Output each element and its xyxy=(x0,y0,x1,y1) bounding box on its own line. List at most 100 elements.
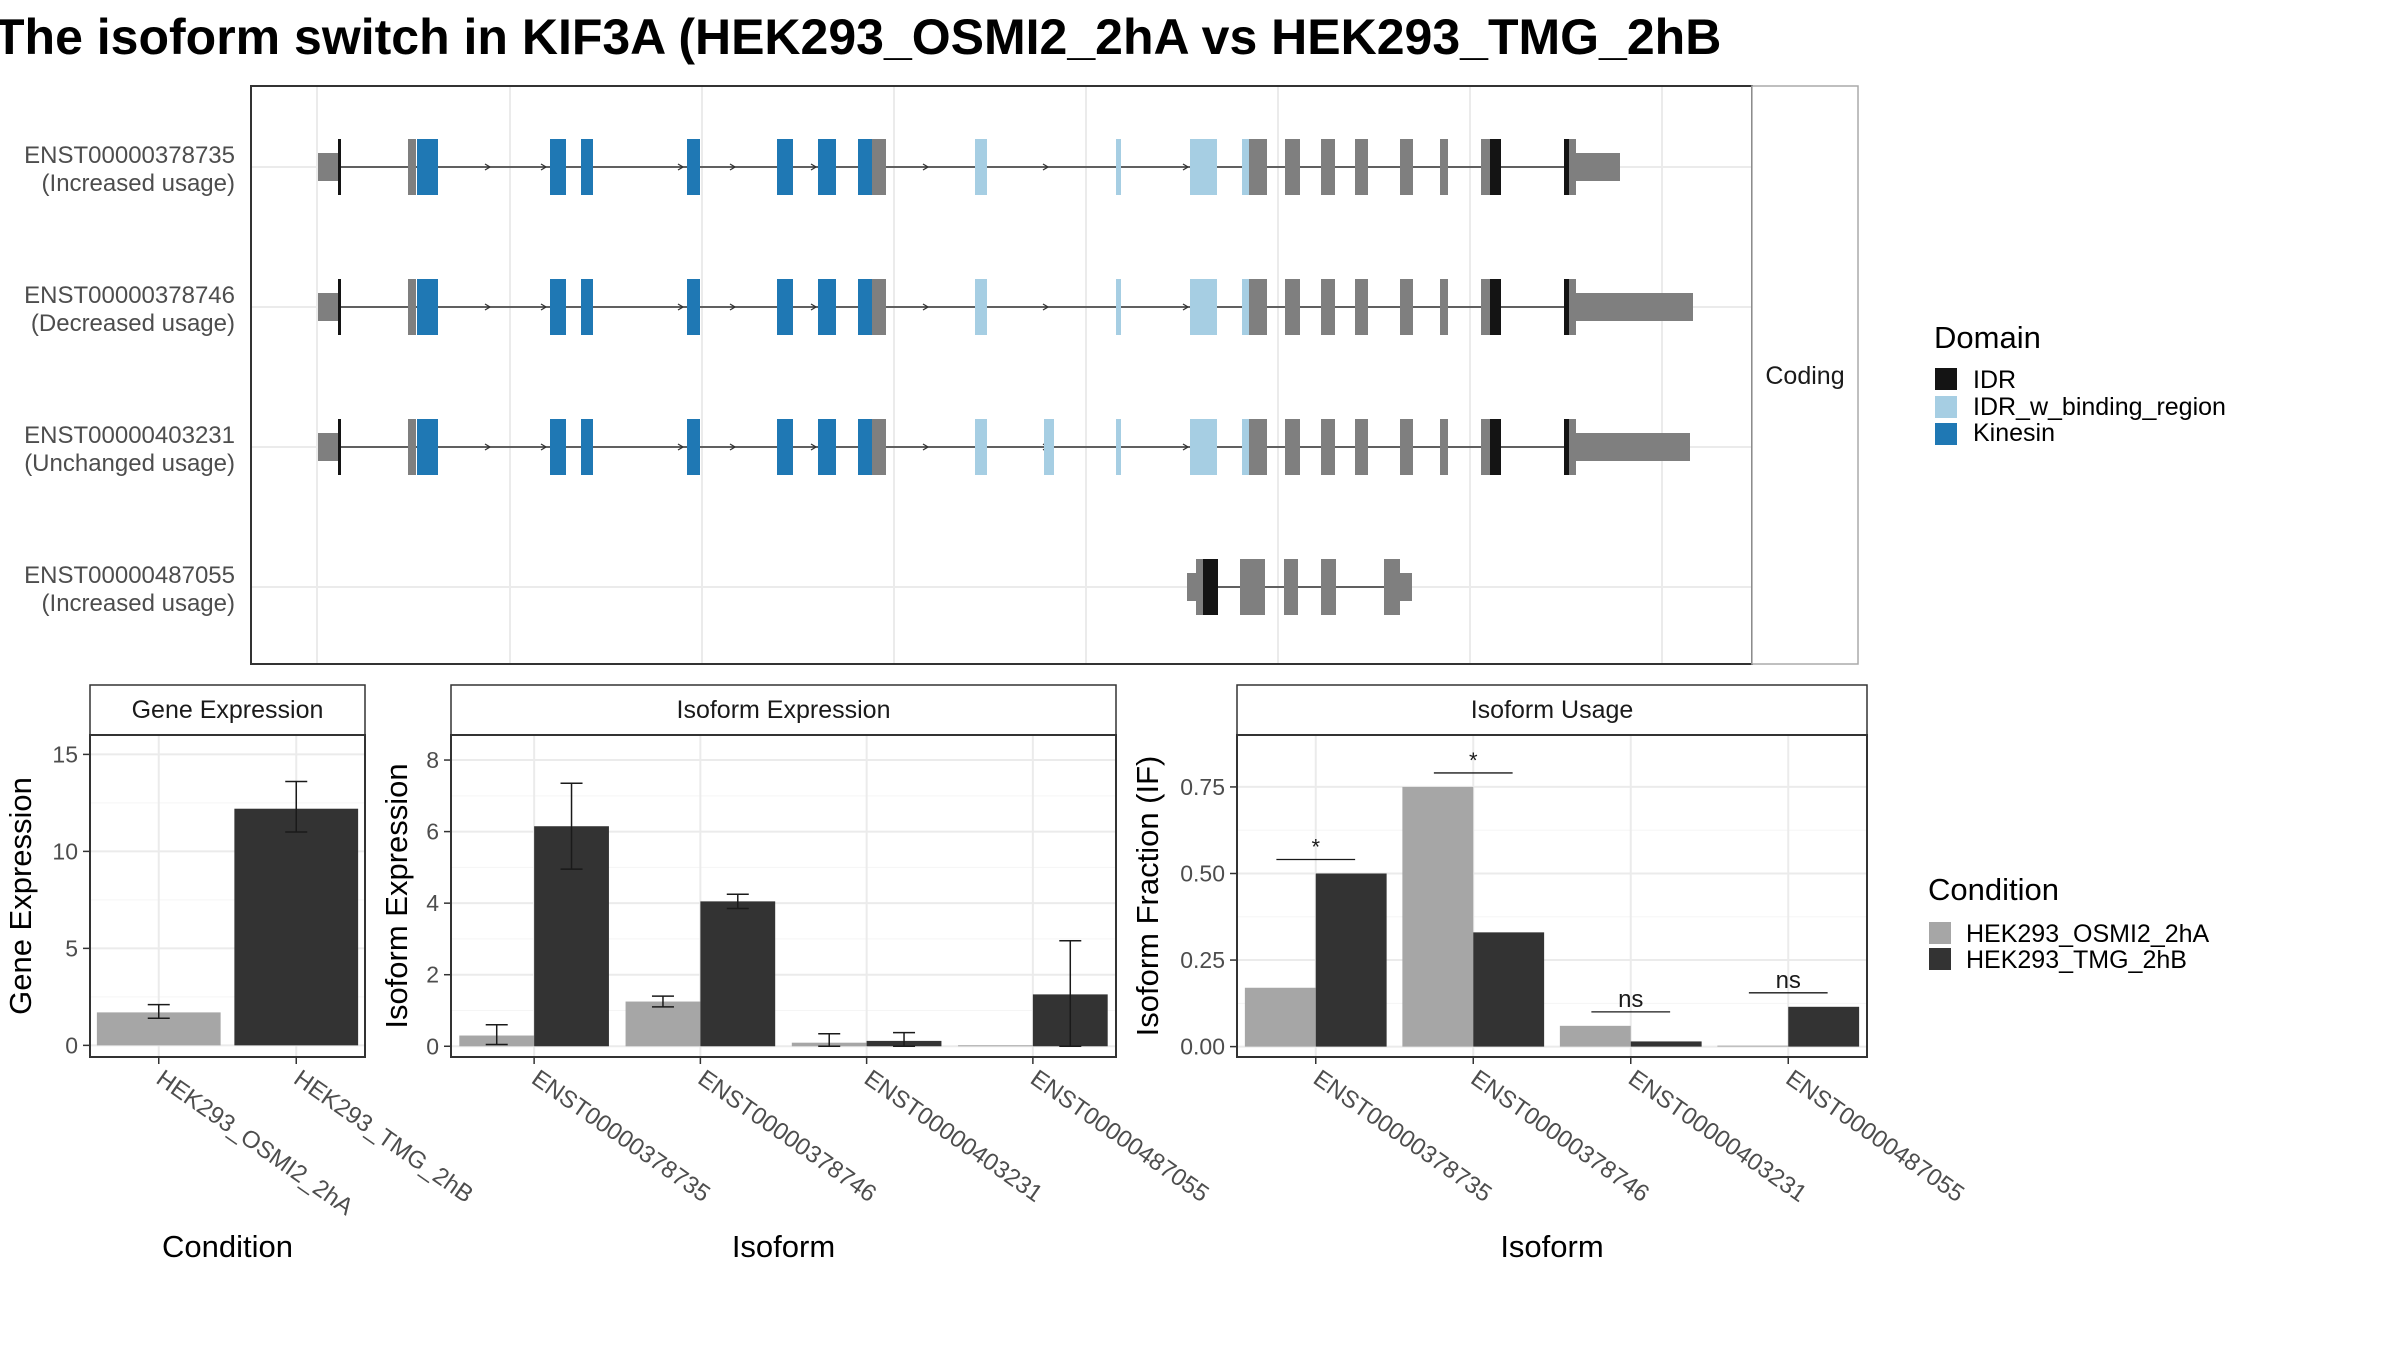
exon-block xyxy=(858,139,872,195)
significance-label: ns xyxy=(1776,967,1801,994)
exon-block xyxy=(1285,279,1300,335)
exon-block xyxy=(1569,419,1576,475)
exon-block xyxy=(1242,139,1249,195)
exon-block xyxy=(1203,559,1218,615)
x-tick-label: ENST00000378746 xyxy=(693,1065,881,1208)
exon-block xyxy=(1249,139,1267,195)
transcript-row xyxy=(318,279,1693,335)
significance-label: * xyxy=(1469,748,1478,773)
exon-block xyxy=(1398,573,1412,601)
y-tick-label: 0.25 xyxy=(1180,947,1225,973)
panel-title: Isoform Expression xyxy=(677,696,891,724)
legend-label-tmg: HEK293_TMG_2hB xyxy=(1966,946,2187,974)
strand-arrow xyxy=(1182,303,1190,311)
bar xyxy=(700,901,776,1047)
gene-expression-chart: Gene Expression051015HEK293_OSMI2_2hAHEK… xyxy=(3,684,478,1264)
y-tick-label: 15 xyxy=(52,741,78,767)
exon-block xyxy=(975,139,987,195)
exon-block xyxy=(1564,419,1569,475)
exon-block xyxy=(338,139,341,195)
condition-legend: Condition HEK293_OSMI2_2hA HEK293_TMG_2h… xyxy=(1928,872,2210,974)
exon-block xyxy=(408,419,416,475)
exon-block xyxy=(818,139,836,195)
exon-block xyxy=(338,419,341,475)
exon-block xyxy=(1116,279,1121,335)
facet-strip xyxy=(1751,85,1859,665)
x-axis-title: Isoform xyxy=(732,1229,835,1264)
exon-block xyxy=(858,419,872,475)
exon-block xyxy=(1116,419,1121,475)
structure-panel-background xyxy=(250,85,1753,665)
exon-block xyxy=(1384,559,1400,615)
transcript-id-label: ENST00000378735 xyxy=(24,142,235,169)
exon-block xyxy=(1187,573,1198,601)
exon-block xyxy=(550,419,566,475)
strand-arrow xyxy=(1182,443,1190,451)
strand-arrow xyxy=(677,443,685,451)
transcript-structure-panel: ENST00000378735(Increased usage) ENST0000… xyxy=(24,85,1859,665)
strand-arrow xyxy=(729,163,737,171)
panel-strip xyxy=(89,684,366,736)
exon-block xyxy=(417,419,438,475)
transcript-id-label: ENST00000403231 xyxy=(24,422,235,449)
strand-arrow xyxy=(922,303,930,311)
exon-block xyxy=(1481,419,1492,475)
domain-legend: Domain IDR IDR_w_binding_region Kinesin xyxy=(1934,320,2226,447)
panel-title: Gene Expression xyxy=(132,696,324,724)
exon-block xyxy=(1481,279,1492,335)
exon-block xyxy=(777,279,793,335)
structure-rows xyxy=(318,139,1693,615)
exon-block xyxy=(1249,279,1267,335)
strand-arrow xyxy=(922,443,930,451)
x-tick-label: ENST00000403231 xyxy=(859,1065,1047,1208)
exon-block xyxy=(1576,433,1690,461)
x-axis-title: Condition xyxy=(162,1229,293,1264)
strand-arrow xyxy=(1042,163,1050,171)
exon-block xyxy=(1440,419,1448,475)
strand-arrow xyxy=(677,303,685,311)
exon-block xyxy=(1564,139,1569,195)
exon-block xyxy=(1285,139,1300,195)
bar xyxy=(625,1001,701,1047)
exon-block xyxy=(318,433,340,461)
exon-block xyxy=(1569,279,1576,335)
x-axis-title: Isoform xyxy=(1500,1229,1603,1264)
transcript-usage-label: (Decreased usage) xyxy=(31,310,235,337)
strand-arrow xyxy=(484,443,492,451)
strand-arrow xyxy=(484,163,492,171)
exon-block xyxy=(1321,559,1336,615)
panel-strip xyxy=(450,684,1117,736)
y-tick-label: 4 xyxy=(426,890,439,916)
strand-arrow xyxy=(922,163,930,171)
exon-block xyxy=(1190,139,1217,195)
exon-block xyxy=(1355,279,1368,335)
panel-title: Isoform Usage xyxy=(1471,696,1634,724)
legend-label-kinesin: Kinesin xyxy=(1973,419,2055,447)
condition-legend-title: Condition xyxy=(1928,872,2059,907)
exon-block xyxy=(687,139,700,195)
exon-block xyxy=(1242,419,1249,475)
transcript-usage-label: (Increased usage) xyxy=(42,170,235,197)
bar xyxy=(1717,1045,1789,1047)
y-tick-label: 2 xyxy=(426,962,439,988)
exon-block xyxy=(1400,279,1413,335)
figure-title: The isoform switch in KIF3A (HEK293_OSMI… xyxy=(0,9,1721,65)
exon-block xyxy=(417,279,438,335)
exon-block xyxy=(417,139,438,195)
exon-block xyxy=(1249,419,1267,475)
domain-legend-title: Domain xyxy=(1934,320,2041,355)
exon-block xyxy=(1242,279,1249,335)
exon-block xyxy=(581,419,593,475)
panel-strip xyxy=(1236,684,1868,736)
exon-block xyxy=(581,139,593,195)
significance-label: ns xyxy=(1618,986,1643,1013)
exon-block xyxy=(1190,279,1217,335)
exon-block xyxy=(1564,279,1569,335)
legend-key-idr-w-binding-region xyxy=(1935,396,1957,418)
legend-label-idr-w-binding-region: IDR_w_binding_region xyxy=(1973,393,2226,421)
legend-label-osmi2: HEK293_OSMI2_2hA xyxy=(1966,920,2210,948)
exon-block xyxy=(1284,559,1298,615)
strand-arrow xyxy=(810,443,818,451)
exon-block xyxy=(975,279,987,335)
bar xyxy=(1788,1006,1860,1047)
